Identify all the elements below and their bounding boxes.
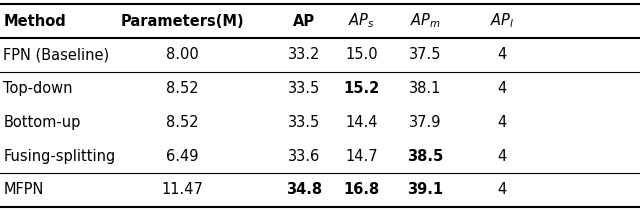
Text: 4: 4 (498, 149, 507, 164)
Text: 16.8: 16.8 (344, 182, 380, 197)
Text: 4: 4 (498, 115, 507, 130)
Text: 15.0: 15.0 (346, 47, 378, 62)
Text: 38.1: 38.1 (410, 81, 442, 96)
Text: 8.52: 8.52 (166, 81, 198, 96)
Text: 8.00: 8.00 (166, 47, 199, 62)
Text: $AP_m$: $AP_m$ (410, 12, 441, 30)
Text: 33.2: 33.2 (288, 47, 320, 62)
Text: Method: Method (3, 14, 66, 29)
Text: AP: AP (293, 14, 315, 29)
Text: 33.5: 33.5 (288, 81, 320, 96)
Text: $AP_s$: $AP_s$ (348, 12, 375, 30)
Text: MFPN: MFPN (3, 182, 44, 197)
Text: FPN (Baseline): FPN (Baseline) (3, 47, 109, 62)
Text: 4: 4 (498, 182, 507, 197)
Text: Bottom-up: Bottom-up (3, 115, 81, 130)
Text: Fusing-splitting: Fusing-splitting (3, 149, 115, 164)
Text: Top-down: Top-down (3, 81, 73, 96)
Text: 6.49: 6.49 (166, 149, 198, 164)
Text: 37.9: 37.9 (410, 115, 442, 130)
Text: 15.2: 15.2 (344, 81, 380, 96)
Text: Parameters(M): Parameters(M) (120, 14, 244, 29)
Text: 34.8: 34.8 (286, 182, 322, 197)
Text: 4: 4 (498, 81, 507, 96)
Text: 37.5: 37.5 (410, 47, 442, 62)
Text: 33.5: 33.5 (288, 115, 320, 130)
Text: 33.6: 33.6 (288, 149, 320, 164)
Text: 14.4: 14.4 (346, 115, 378, 130)
Text: 38.5: 38.5 (408, 149, 444, 164)
Text: 4: 4 (498, 47, 507, 62)
Text: 14.7: 14.7 (346, 149, 378, 164)
Text: $AP_l$: $AP_l$ (490, 12, 515, 30)
Text: 8.52: 8.52 (166, 115, 198, 130)
Text: 11.47: 11.47 (161, 182, 204, 197)
Text: 39.1: 39.1 (408, 182, 444, 197)
